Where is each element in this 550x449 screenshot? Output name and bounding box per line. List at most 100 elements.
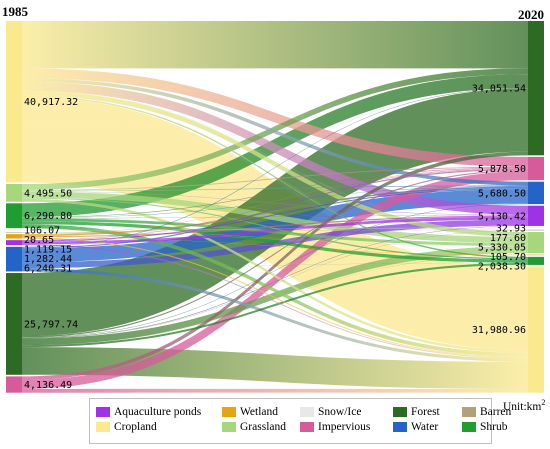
legend-label-shrub: Shrub: [480, 421, 508, 433]
value-label-2020-aquaculture: 5,130.42: [478, 211, 526, 222]
value-label-2020-forest: 34,051.54: [472, 84, 526, 95]
value-label-2020-barren: 177.60: [490, 233, 526, 244]
legend-label-grassland: Grassland: [240, 421, 286, 433]
legend-label-aquaculture: Aquaculture ponds: [114, 406, 202, 418]
land-cover-nodes: [6, 21, 544, 393]
flow-cropland-to-barren: [22, 90, 528, 230]
flow-cropland-to-impervious: [22, 68, 528, 167]
flow-cropland-to-wetland: [22, 95, 528, 255]
flow-impervious-to-grassland: [22, 253, 528, 389]
legend-swatch-barren: [462, 407, 476, 417]
legend-swatch-cropland: [96, 422, 110, 432]
node-2020-grassland: [528, 232, 544, 254]
flow-forest-to-water: [22, 203, 528, 338]
node-2020-impervious: [528, 156, 544, 181]
node-1985-snowice: [6, 229, 22, 231]
legend-item-impervious: Impervious: [300, 421, 370, 433]
value-label-2020-shrub: 2,038.30: [478, 261, 526, 272]
value-label-2020-water: 5,680.50: [478, 188, 526, 199]
legend-label-cropland: Cropland: [114, 421, 157, 433]
value-label-2020-impervious: 5,878.50: [478, 164, 526, 175]
chart-legend: Aquaculture ponds Wetland Snow/Ice Forest Ba…: [89, 398, 511, 444]
flow-shrub-to-barren: [22, 218, 528, 231]
flow-shrub-to-cropland: [22, 224, 528, 357]
legend-swatch-grassland: [222, 422, 236, 432]
node-2020-aquaculture: [528, 205, 544, 226]
legend-label-forest: Forest: [411, 406, 440, 418]
node-2020-cropland: [528, 266, 544, 393]
flow-aquaculture-to-water: [22, 188, 528, 242]
value-label-1985-cropland: 40,917.32: [24, 97, 78, 108]
value-label-2020-wetland: 105.70: [490, 252, 526, 263]
flow-grassland-to-cropland: [22, 198, 528, 353]
flow-shrub-to-impervious: [22, 167, 528, 218]
flow-impervious-to-impervious: [22, 171, 528, 389]
flow-forest-to-snowice: [22, 228, 528, 339]
flow-cropland-to-aquaculture: [22, 81, 528, 215]
year-1985-label: 1985: [2, 4, 29, 19]
flow-forest-to-barren: [22, 230, 528, 339]
flow-shrub-to-grassland: [22, 218, 528, 246]
flow-grassland-to-shrub: [22, 197, 528, 260]
legend-label-impervious: Impervious: [318, 421, 371, 433]
legend-label-wetland: Wetland: [240, 406, 279, 418]
value-label-1985-impervious: 4,136.49: [24, 380, 72, 391]
node-2020-snowice: [528, 227, 544, 229]
legend-item-forest: Forest: [393, 406, 440, 418]
legend-item-snowice: Snow/Ice: [300, 406, 361, 418]
flow-shrub-to-shrub: [22, 221, 528, 263]
value-label-1985-aquaculture: 1,282.44: [24, 254, 72, 265]
flow-aquaculture-to-cropland: [22, 244, 528, 359]
legend-swatch-impervious: [300, 422, 314, 432]
flow-cropland-to-grassland: [22, 90, 528, 237]
flow-grassland-to-water: [22, 185, 528, 192]
node-2020-wetland: [528, 254, 544, 256]
flow-forest-to-grassland: [22, 246, 528, 346]
legend-item-cropland: Cropland: [96, 421, 157, 433]
flow-wetland-to-cropland: [22, 237, 528, 358]
flow-forest-to-cropland: [22, 347, 528, 389]
legend-swatch-aquaculture: [96, 407, 110, 417]
flow-aquaculture-to-aquaculture: [22, 216, 528, 245]
flow-water-to-cropland: [22, 268, 528, 362]
legend-item-shrub: Shrub: [462, 421, 507, 433]
legend-item-water: Water: [393, 421, 438, 433]
flow-forest-to-impervious: [22, 170, 528, 338]
node-1985-grassland: [6, 183, 22, 202]
node-2020-forest: [528, 21, 544, 156]
flow-snowice-to-forest: [22, 88, 528, 230]
legend-label-barren: Barren: [480, 406, 512, 418]
legend-swatch-water: [393, 422, 407, 432]
flow-snowice-to-snowice: [22, 227, 528, 231]
flow-water-to-forest: [22, 88, 528, 248]
legend-item-grassland: Grassland: [222, 421, 286, 433]
flow-shrub-to-water: [22, 186, 528, 219]
flow-grassland-to-aquaculture: [22, 191, 528, 216]
node-2020-water: [528, 181, 544, 205]
value-label-1985-forest: 25,797.74: [24, 319, 78, 330]
node-1985-shrub: [6, 203, 22, 229]
flow-forest-to-shrub: [22, 262, 528, 348]
flow-grassland-to-grassland: [22, 191, 528, 244]
node-1985-cropland: [6, 21, 22, 183]
value-label-1985-water: 6,240.31: [24, 264, 72, 275]
flow-impervious-to-cropland: [22, 388, 528, 393]
flow-snowice-to-grassland: [22, 230, 528, 247]
node-1985-impervious: [6, 376, 22, 393]
flow-forest-to-wetland: [22, 255, 528, 346]
legend-swatch-wetland: [222, 407, 236, 417]
value-label-1985-grassland: 4,495.50: [24, 188, 72, 199]
node-1985-aquaculture: [6, 240, 22, 246]
flow-water-to-shrub: [22, 262, 528, 269]
year-2020-label: 2020: [518, 7, 544, 22]
flow-grassland-to-barren: [22, 191, 528, 231]
node-2020-barren: [528, 229, 544, 231]
legend-item-barren: Barren: [462, 406, 511, 418]
flow-cropland-to-forest: [22, 21, 528, 69]
value-label-2020-snowice: 32.93: [496, 223, 526, 234]
value-labels: 40,917.32 4,495.50 6,290.80 106.0720.651,11…: [24, 84, 526, 391]
flow-impervious-to-forest: [22, 151, 528, 381]
legend-label-water: Water: [411, 421, 439, 433]
unit-label: Unit:km2: [503, 398, 546, 413]
